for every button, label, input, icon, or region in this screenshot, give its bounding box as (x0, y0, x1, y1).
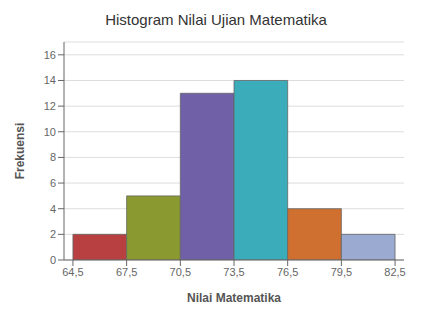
svg-text:4: 4 (50, 203, 56, 215)
svg-text:64,5: 64,5 (62, 266, 83, 278)
svg-text:12: 12 (44, 100, 56, 112)
svg-text:2: 2 (50, 228, 56, 240)
html-text:Histogram Nilai Ujian Matemati: Histogram Nilai Ujian Matematika (105, 11, 327, 28)
svg-text:73,5: 73,5 (223, 266, 244, 278)
svg-text:82,5: 82,5 (384, 266, 405, 278)
svg-text:8: 8 (50, 151, 56, 163)
svg-text:0: 0 (50, 254, 56, 266)
svg-text:16: 16 (44, 49, 56, 61)
svg-text:79,5: 79,5 (331, 266, 352, 278)
svg-text:Nilai Matematika: Nilai Matematika (187, 291, 281, 305)
svg-text:10: 10 (44, 126, 56, 138)
svg-text:6: 6 (50, 177, 56, 189)
svg-text:70,5: 70,5 (170, 266, 191, 278)
svg-text:Frekuensi: Frekuensi (13, 123, 27, 180)
svg-text:14: 14 (44, 74, 56, 86)
svg-text:67,5: 67,5 (116, 266, 137, 278)
svg-text:76,5: 76,5 (277, 266, 298, 278)
